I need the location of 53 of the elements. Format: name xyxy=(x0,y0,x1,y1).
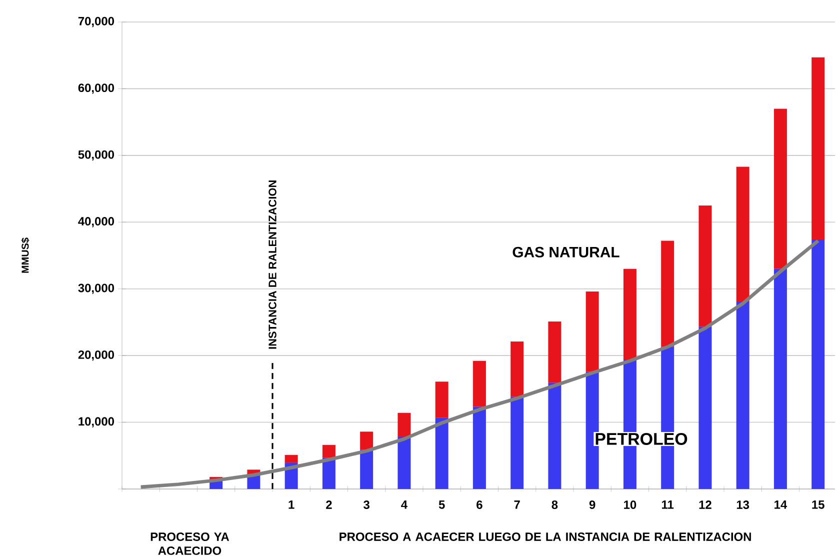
y-tick-label: 30,000 xyxy=(78,284,114,294)
bar xyxy=(322,444,336,458)
series-label: PETROLEO xyxy=(596,432,688,445)
bar xyxy=(472,360,486,407)
bar xyxy=(623,268,636,360)
bar xyxy=(435,382,448,418)
bar xyxy=(774,108,787,269)
y-tick-label: 10,000 xyxy=(78,417,114,428)
bar xyxy=(360,432,374,450)
x-tick-label: 1 xyxy=(288,500,294,509)
bar xyxy=(472,406,486,489)
bar xyxy=(586,292,599,372)
bar xyxy=(398,412,411,437)
x-tick-label: 13 xyxy=(736,500,750,509)
bar xyxy=(284,454,298,463)
x-tick-label: 5 xyxy=(438,500,445,509)
y-tick-label: 20,000 xyxy=(78,350,114,361)
y-axis-title: MMUS$ xyxy=(21,238,30,273)
x-tick-label: 7 xyxy=(514,500,520,509)
text: PROCESO A ACAECER LUEGO DE LA INSTANCIA DE RALENTIZACION xyxy=(340,532,751,541)
bar xyxy=(360,450,374,489)
x-tick-label: 12 xyxy=(699,500,712,509)
x-tick-label: 2 xyxy=(326,500,332,509)
y-tick-label: 60,000 xyxy=(78,84,114,94)
bar xyxy=(812,239,825,489)
x-tick-label: 8 xyxy=(552,500,558,509)
x-tick-label: 10 xyxy=(624,500,636,509)
bar xyxy=(736,166,750,302)
x-tick-label: 3 xyxy=(364,500,370,509)
bar xyxy=(661,240,674,347)
bar xyxy=(698,205,712,327)
bar xyxy=(548,382,562,489)
bar xyxy=(510,396,524,489)
bar xyxy=(548,322,562,383)
y-tick-label: 70,000 xyxy=(78,16,114,28)
y-tick-label: 50,000 xyxy=(78,150,114,161)
x-tick-label: 9 xyxy=(589,500,596,509)
bar xyxy=(736,302,750,489)
series-label: GAS NATURAL xyxy=(512,246,620,258)
bar xyxy=(812,57,825,240)
x-tick-label: 4 xyxy=(401,500,408,509)
bar xyxy=(510,342,524,397)
x-tick-label: 6 xyxy=(476,500,482,509)
y-tick-label: 40,000 xyxy=(78,217,114,228)
annotation: INSTANCIA DE RALENTIZACION xyxy=(268,180,276,349)
bar xyxy=(435,418,448,489)
bar xyxy=(698,326,712,489)
bar xyxy=(774,268,787,489)
x-tick-label: 14 xyxy=(774,500,788,509)
bar xyxy=(398,436,411,489)
text: PROCESO YA ACAECIDO xyxy=(150,532,230,555)
x-tick-label: 11 xyxy=(662,500,674,509)
x-tick-label: 15 xyxy=(812,500,824,509)
